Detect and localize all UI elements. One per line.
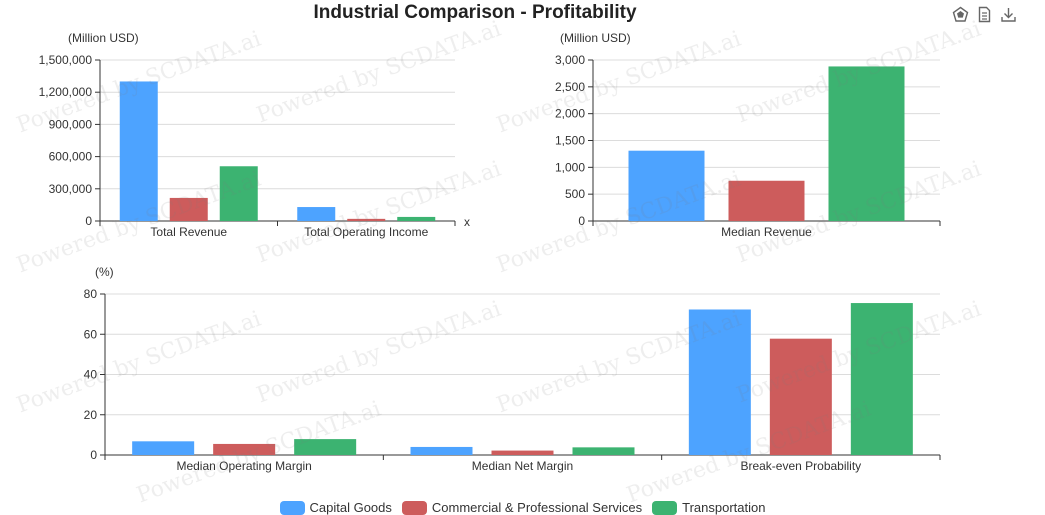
y-tick-label: 0: [578, 214, 585, 228]
bar: [769, 338, 832, 455]
y-tick-label: 0: [85, 214, 92, 228]
bar: [297, 207, 336, 221]
bar: [572, 447, 635, 455]
bar: [728, 180, 805, 221]
bar: [132, 441, 195, 455]
bar: [119, 81, 158, 221]
y-tick-label: 20: [84, 408, 98, 422]
bar: [410, 446, 473, 455]
y-axis-unit-label: (Million USD): [560, 31, 631, 45]
download-icon[interactable]: [1000, 6, 1017, 23]
bar: [213, 443, 276, 455]
bar: [347, 218, 386, 221]
x-tick-label: Median Revenue: [721, 225, 812, 239]
legend-item-capital-goods[interactable]: Capital Goods: [279, 500, 392, 515]
bar: [828, 66, 905, 221]
chart-title: Industrial Comparison - Profitability: [313, 2, 637, 23]
chart-legend: Capital Goods Commercial & Professional …: [0, 500, 1045, 515]
bar: [219, 166, 258, 221]
legend-swatch: [652, 500, 678, 515]
y-tick-label: 900,000: [49, 117, 93, 131]
bar: [850, 303, 913, 455]
y-axis-unit-label: (Million USD): [68, 31, 139, 45]
y-tick-label: 1,200,000: [39, 85, 93, 99]
x-tick-label: Median Operating Margin: [176, 459, 311, 473]
data-view-icon[interactable]: [952, 6, 969, 23]
legend-swatch: [279, 500, 305, 515]
bar: [688, 309, 751, 455]
y-tick-label: 60: [84, 327, 98, 341]
document-icon[interactable]: [976, 6, 993, 23]
legend-item-transportation[interactable]: Transportation: [652, 500, 765, 515]
y-tick-label: 1,500: [555, 134, 585, 148]
chart-plot-area: (Million USD) 0 300,000 600,000 900,000 1,200…: [39, 31, 941, 473]
bar: [491, 450, 554, 455]
legend-item-commercial-professional-services[interactable]: Commercial & Professional Services: [401, 500, 643, 515]
bar: [628, 150, 705, 221]
y-tick-label: 600,000: [49, 150, 93, 164]
x-axis-name: x: [464, 215, 470, 229]
y-axis-unit-label: (%): [95, 265, 114, 279]
x-tick-label: Break-even Probability: [740, 459, 861, 473]
x-tick-label: Median Net Margin: [472, 459, 573, 473]
x-tick-label: Total Revenue: [150, 225, 227, 239]
y-tick-label: 300,000: [49, 182, 93, 196]
legend-label: Commercial & Professional Services: [431, 500, 643, 515]
y-tick-label: 500: [565, 187, 585, 201]
bar: [169, 197, 208, 221]
legend-swatch: [401, 500, 427, 515]
y-tick-label: 40: [84, 368, 98, 382]
bar: [397, 216, 436, 221]
y-tick-label: 1,000: [555, 160, 585, 174]
y-tick-label: 0: [90, 448, 97, 462]
y-tick-label: 80: [84, 287, 98, 301]
y-tick-label: 1,500,000: [39, 53, 93, 67]
chart-toolbar: [952, 6, 1017, 23]
x-tick-label: Total Operating Income: [304, 225, 428, 239]
y-tick-label: 2,500: [555, 80, 585, 94]
legend-label: Transportation: [682, 500, 766, 515]
bar: [294, 439, 357, 455]
y-tick-label: 2,000: [555, 107, 585, 121]
legend-label: Capital Goods: [309, 500, 392, 515]
y-tick-label: 3,000: [555, 53, 585, 67]
